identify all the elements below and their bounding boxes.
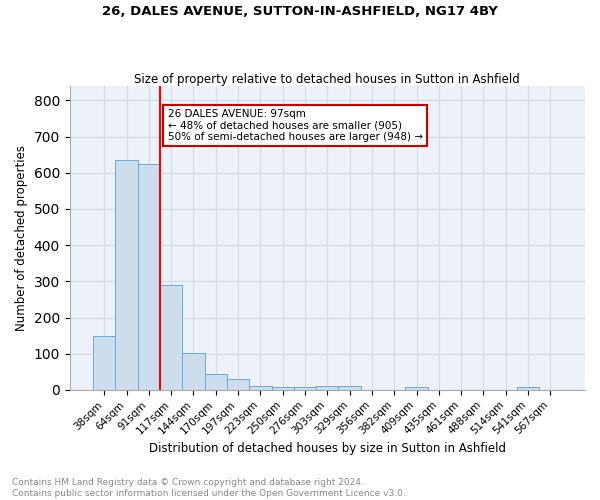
Bar: [160, 285, 182, 390]
Text: 26, DALES AVENUE, SUTTON-IN-ASHFIELD, NG17 4BY: 26, DALES AVENUE, SUTTON-IN-ASHFIELD, NG…: [102, 5, 498, 18]
Bar: [294, 387, 316, 390]
Text: 26 DALES AVENUE: 97sqm
← 48% of detached houses are smaller (905)
50% of semi-de: 26 DALES AVENUE: 97sqm ← 48% of detached…: [167, 109, 422, 142]
Y-axis label: Number of detached properties: Number of detached properties: [15, 145, 28, 331]
Bar: [338, 386, 361, 390]
Bar: [115, 160, 137, 390]
Bar: [137, 164, 160, 390]
Bar: [316, 386, 338, 390]
Bar: [182, 352, 205, 390]
Title: Size of property relative to detached houses in Sutton in Ashfield: Size of property relative to detached ho…: [134, 73, 520, 86]
Text: Contains HM Land Registry data © Crown copyright and database right 2024.
Contai: Contains HM Land Registry data © Crown c…: [12, 478, 406, 498]
Bar: [93, 336, 115, 390]
Bar: [249, 386, 272, 390]
Bar: [227, 379, 249, 390]
Bar: [205, 374, 227, 390]
X-axis label: Distribution of detached houses by size in Sutton in Ashfield: Distribution of detached houses by size …: [149, 442, 506, 455]
Bar: [517, 387, 539, 390]
Bar: [272, 387, 294, 390]
Bar: [406, 387, 428, 390]
